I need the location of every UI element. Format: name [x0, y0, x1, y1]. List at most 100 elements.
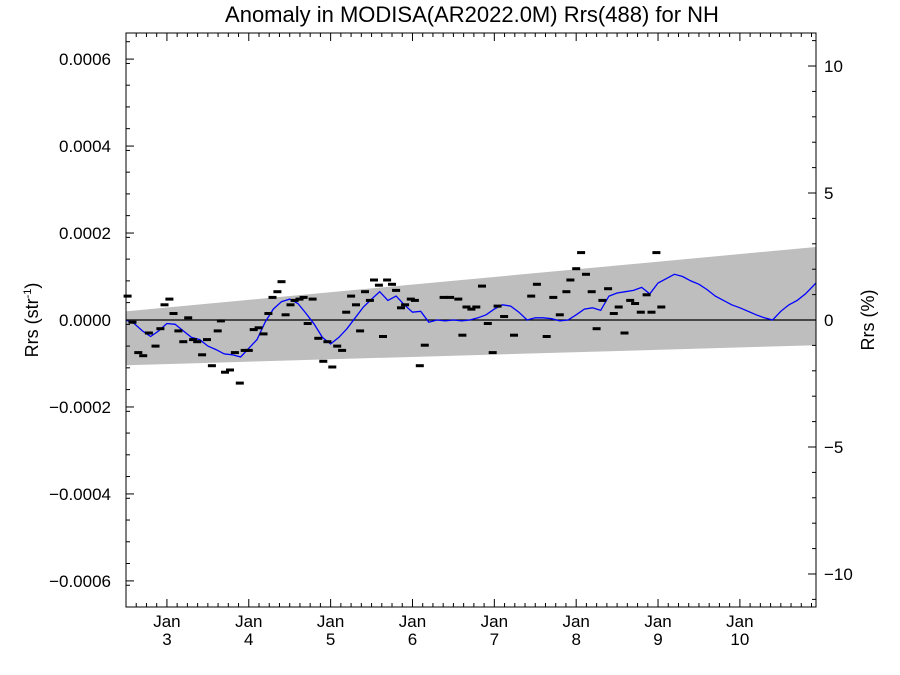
anomaly-point: [636, 310, 645, 314]
anomaly-point: [244, 348, 253, 352]
anomaly-point: [439, 295, 448, 299]
uncertainty-band: [126, 246, 816, 366]
anomaly-point: [406, 297, 415, 301]
anomaly-point: [123, 294, 132, 298]
anomaly-point: [273, 290, 282, 294]
anomaly-point: [352, 303, 360, 307]
anomaly-point: [542, 335, 551, 338]
anomaly-point: [338, 348, 347, 352]
anomaly-point: [472, 305, 481, 309]
anomaly-point: [488, 351, 497, 355]
anomaly-point: [642, 293, 651, 297]
anomaly-point: [467, 307, 476, 311]
y-axis-label-superscript: -1: [22, 289, 34, 299]
y2-tick-label: 10: [824, 57, 843, 76]
y-tick-label: −0.0002: [49, 398, 111, 417]
y2-tick-label: −10: [824, 565, 853, 584]
anomaly-point: [308, 297, 317, 301]
anomaly-point: [139, 354, 148, 358]
y-tick-label: 0.0000: [59, 311, 111, 330]
anomaly-point: [144, 331, 153, 335]
anomaly-point: [193, 340, 202, 344]
y2-tick-label: 5: [824, 184, 833, 203]
anomaly-point: [652, 251, 661, 255]
x-tick-label-month: Jan: [153, 612, 180, 631]
anomaly-point: [319, 359, 328, 363]
anomaly-point: [295, 297, 304, 301]
x-tick-label-year: 9: [653, 630, 662, 649]
anomaly-point: [577, 251, 586, 255]
anomaly-point: [303, 322, 312, 325]
anomaly-point: [333, 344, 342, 348]
running-mean-layer: [125, 273, 817, 358]
anomaly-point: [555, 313, 564, 317]
anomaly-point: [532, 282, 541, 286]
anomaly-point: [203, 338, 211, 342]
x-tick-label-month: Jan: [562, 612, 589, 631]
anomaly-point: [314, 336, 323, 340]
y-tick-label: 0.0004: [59, 137, 111, 156]
y-axis-label-text: Rrs (str: [22, 298, 42, 357]
anomaly-point: [128, 320, 137, 324]
anomaly-point: [462, 305, 471, 309]
anomaly-point: [401, 303, 410, 307]
y-tick-label: 0.0006: [59, 50, 111, 69]
anomaly-point: [249, 328, 258, 332]
anomaly-point: [290, 298, 299, 302]
y2-tick-label: −5: [824, 438, 843, 457]
x-tick-label-month: Jan: [317, 612, 344, 631]
anomaly-point: [179, 340, 188, 344]
anomaly-point: [454, 297, 463, 301]
anomaly-point: [134, 351, 143, 355]
anomaly-point: [420, 343, 429, 347]
anomaly-point: [562, 290, 571, 294]
running-mean-line: [125, 273, 817, 358]
anomaly-point: [647, 310, 656, 314]
anomaly-point: [230, 351, 239, 355]
anomaly-point: [281, 313, 290, 317]
anomaly-point: [493, 304, 502, 308]
y-tick-label: −0.0006: [49, 572, 111, 591]
anomaly-point: [582, 272, 590, 276]
x-tick-label-year: 10: [730, 630, 749, 649]
anomaly-point: [356, 329, 365, 333]
x-tick-label-year: 8: [571, 630, 580, 649]
anomaly-point: [614, 305, 623, 309]
anomaly-point: [254, 326, 263, 330]
anomaly-point: [626, 298, 635, 302]
x-tick-label-month: Jan: [481, 612, 508, 631]
anomaly-point: [500, 315, 509, 318]
anomaly-point: [631, 302, 640, 305]
x-tick-label-year: 5: [326, 630, 335, 649]
anomaly-point: [572, 267, 581, 271]
anomaly-point: [184, 316, 193, 320]
anomaly-point: [410, 298, 419, 302]
anomaly-point: [156, 327, 165, 331]
anomaly-point: [361, 290, 369, 294]
left-axis: 0.0006 0.0004 0.0002 0.0000 −0.0002 −0.0004 −0…: [49, 41, 134, 608]
anomaly-point: [299, 295, 308, 299]
chart-title: Anomaly in MODISA(AR2022.0M) Rrs(488) fo…: [225, 2, 719, 27]
anomaly-point: [458, 333, 467, 337]
y-axis-label-close: ): [22, 283, 42, 289]
anomaly-point: [370, 278, 378, 282]
anomaly-point: [392, 288, 401, 292]
y-tick-label: 0.0002: [59, 224, 111, 243]
y2-axis-label: Rrs (%): [858, 290, 878, 351]
x-tick-label-year: 4: [244, 630, 253, 649]
anomaly-point: [510, 333, 518, 337]
anomaly-point: [415, 364, 424, 368]
y-tick-label: −0.0004: [49, 485, 111, 504]
anomaly-point: [268, 295, 277, 299]
anomaly-point: [240, 348, 249, 352]
anomaly-point: [286, 303, 295, 307]
anomaly-point: [221, 370, 229, 374]
anomaly-point: [207, 364, 216, 368]
anomaly-point: [598, 298, 607, 302]
anomaly-point: [213, 329, 222, 333]
anomaly-point: [527, 294, 536, 298]
anomaly-point: [226, 368, 234, 372]
anomaly-point: [259, 332, 268, 336]
